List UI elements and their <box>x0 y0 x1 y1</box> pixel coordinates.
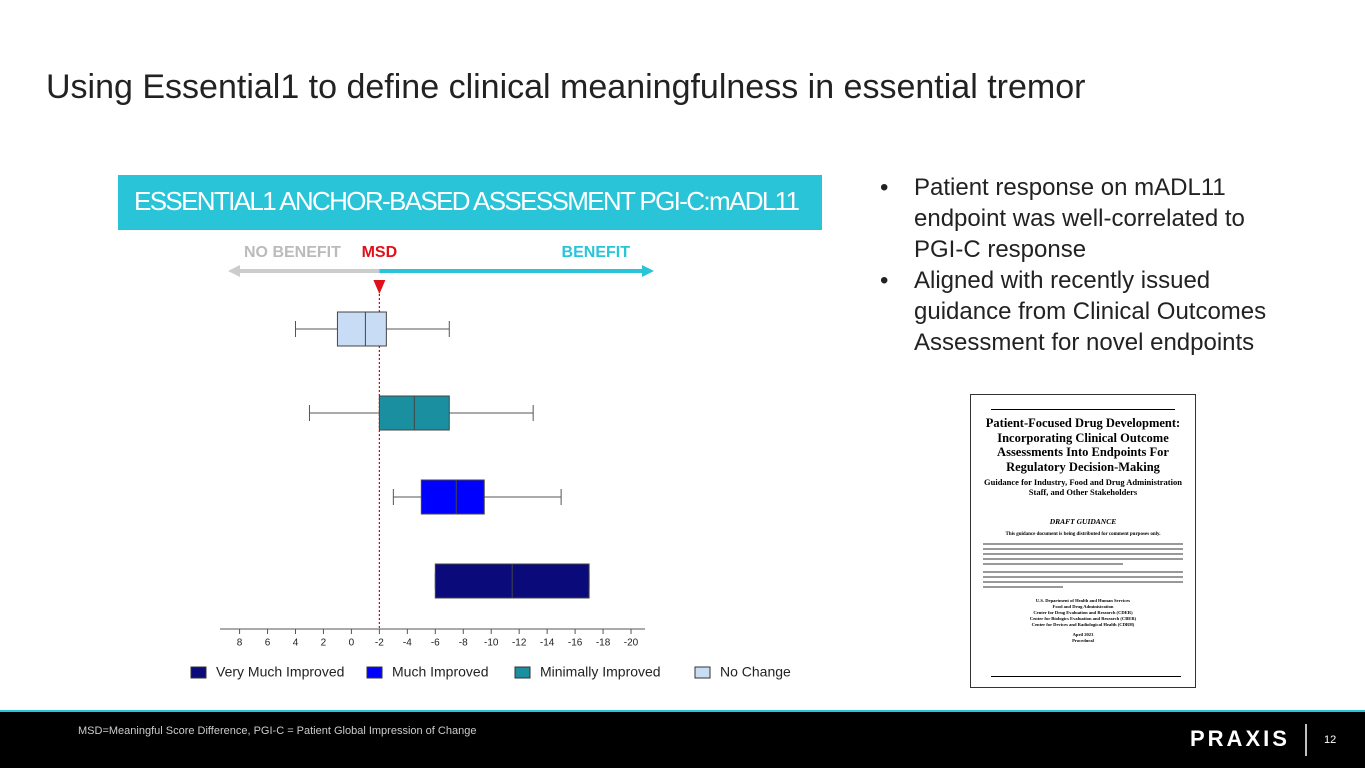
x-tick-label: 2 <box>321 638 327 649</box>
legend-label: Minimally Improved <box>540 664 661 680</box>
box <box>336 311 387 347</box>
agency-line: U.S. Department of Health and Human Serv… <box>1035 598 1131 603</box>
x-tick-label: -14 <box>540 638 555 649</box>
x-tick-label: -4 <box>403 638 412 649</box>
legend-swatch <box>694 666 711 679</box>
doc-subtitle: Guidance for Industry, Food and Drug Adm… <box>984 477 1182 497</box>
legend-swatch <box>190 666 207 679</box>
rule <box>991 676 1181 677</box>
text-block <box>983 543 1183 565</box>
footnote: MSD=Meaningful Score Difference, PGI-C =… <box>78 725 476 737</box>
agency-line: Center for Biologics Evaluation and Rese… <box>1029 616 1137 621</box>
legend-label: Much Improved <box>392 664 488 680</box>
x-tick-label: -16 <box>568 638 583 649</box>
arrow-head <box>228 265 240 277</box>
text-block <box>983 571 1183 588</box>
x-tick-label: 6 <box>265 638 271 649</box>
logo: PRAXIS <box>1190 726 1290 751</box>
doc-category: Procedural <box>1072 638 1094 643</box>
footer-bar <box>0 711 1365 768</box>
doc-note: This guidance document is being distribu… <box>1005 532 1161 537</box>
chart-header <box>118 175 822 230</box>
agency-line: Center for Drug Evaluation and Research … <box>1033 610 1133 615</box>
msd-label: MSD <box>362 244 398 261</box>
agency-line: Center for Devices and Radiological Heal… <box>1031 622 1135 627</box>
x-tick-label: 8 <box>237 638 243 649</box>
slide-title: Using Essential1 to define clinical mean… <box>46 68 1085 106</box>
x-tick-label: -10 <box>484 638 499 649</box>
legend-swatch <box>514 666 531 679</box>
x-tick-label: 0 <box>349 638 355 649</box>
x-tick-label: -6 <box>431 638 440 649</box>
x-tick-label: -12 <box>512 638 527 649</box>
msd-marker <box>373 280 386 294</box>
bullet: Patient response on mADL11 endpoint was … <box>878 172 1298 265</box>
bullet-list: Patient response on mADL11 endpoint was … <box>878 172 1298 358</box>
box <box>420 479 485 515</box>
guidance-document: Patient-Focused Drug Development: Incorp… <box>970 394 1196 688</box>
legend-label: Very Much Improved <box>216 664 344 680</box>
x-tick-label: -2 <box>375 638 384 649</box>
x-tick-label: -20 <box>624 638 639 649</box>
no-benefit-label: NO BENEFIT <box>244 244 341 261</box>
benefit-label: BENEFIT <box>562 244 631 261</box>
x-tick-label: 4 <box>293 638 299 649</box>
doc-date: April 2023 <box>1072 632 1094 637</box>
arrow-head <box>642 265 654 277</box>
doc-status: DRAFT GUIDANCE <box>1049 517 1117 526</box>
chart-title: ESSENTIAL1 ANCHOR-BASED ASSESSMENT PGI-C… <box>134 186 800 216</box>
doc-title: Patient-Focused Drug Development: Incorp… <box>985 416 1181 474</box>
chart-panel <box>118 175 822 690</box>
x-tick-label: -8 <box>459 638 468 649</box>
agency-block: U.S. Department of Health and Human Serv… <box>983 598 1183 644</box>
page-number: 12 <box>1324 734 1336 746</box>
legend-label: No Change <box>720 664 791 680</box>
x-tick-label: -18 <box>596 638 611 649</box>
rule <box>991 409 1175 410</box>
bullet: Aligned with recently issued guidance fr… <box>878 265 1298 358</box>
agency-line: Food and Drug Administration <box>1052 604 1114 609</box>
legend-swatch <box>366 666 383 679</box>
footer-rule <box>0 710 1365 712</box>
